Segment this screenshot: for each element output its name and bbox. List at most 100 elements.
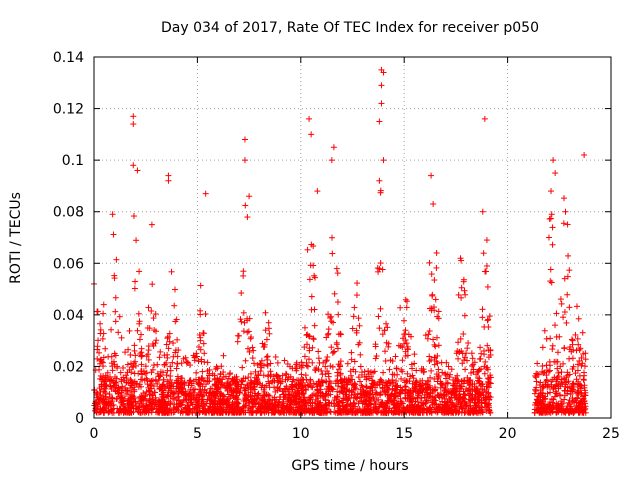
data-point	[560, 220, 567, 227]
data-point	[317, 389, 324, 396]
data-point	[303, 400, 310, 407]
data-point	[575, 315, 582, 322]
data-point	[97, 320, 104, 327]
data-point	[578, 362, 585, 369]
data-point	[572, 331, 579, 338]
data-point	[294, 377, 301, 384]
data-point	[486, 407, 493, 414]
data-point	[573, 303, 580, 310]
data-point	[569, 355, 576, 362]
data-point	[543, 362, 550, 369]
data-point	[565, 399, 572, 406]
data-point	[548, 211, 555, 218]
data-point	[539, 363, 546, 370]
data-point	[259, 340, 266, 347]
data-point	[384, 324, 391, 331]
data-point	[170, 405, 177, 412]
data-point	[357, 378, 364, 385]
data-point	[393, 399, 400, 406]
data-point	[413, 406, 420, 413]
data-point	[301, 344, 308, 351]
data-point	[377, 260, 384, 267]
data-point	[163, 393, 170, 400]
data-point	[320, 394, 327, 401]
data-point	[260, 343, 267, 350]
data-point	[348, 356, 355, 363]
data-point	[134, 167, 141, 174]
data-point	[212, 393, 219, 400]
data-point	[118, 378, 125, 385]
data-point	[314, 188, 321, 195]
data-point	[315, 366, 322, 373]
data-point	[484, 342, 491, 349]
data-point	[149, 281, 156, 288]
data-point	[124, 400, 131, 407]
data-point	[397, 343, 404, 350]
data-point	[325, 311, 332, 318]
data-point	[455, 377, 462, 384]
data-point	[152, 311, 159, 318]
x-tick-label: 5	[193, 426, 202, 442]
data-point	[328, 157, 335, 164]
data-point	[118, 334, 125, 341]
data-point	[543, 367, 550, 374]
data-point	[468, 350, 475, 357]
data-point	[315, 407, 322, 414]
data-point	[244, 394, 251, 401]
data-point	[308, 131, 315, 138]
data-point	[392, 393, 399, 400]
data-point	[131, 394, 138, 401]
data-point	[143, 409, 150, 416]
data-point	[441, 402, 448, 409]
data-point	[554, 365, 561, 372]
data-point	[448, 366, 455, 373]
data-point	[550, 157, 557, 164]
data-point	[142, 370, 149, 377]
data-point	[558, 401, 565, 408]
data-point	[310, 336, 317, 343]
data-point	[402, 352, 409, 359]
data-point	[547, 402, 554, 409]
data-point	[100, 310, 107, 317]
data-point	[402, 395, 409, 402]
data-point	[294, 388, 301, 395]
data-point	[214, 405, 221, 412]
data-point	[464, 345, 471, 352]
data-point	[164, 333, 171, 340]
data-point	[533, 378, 540, 385]
data-point	[547, 389, 554, 396]
data-point	[318, 376, 325, 383]
data-point	[152, 394, 159, 401]
data-point	[401, 340, 408, 347]
data-point	[234, 338, 241, 345]
data-point	[435, 308, 442, 315]
data-point	[459, 405, 466, 412]
data-point	[403, 304, 410, 311]
data-point	[301, 353, 308, 360]
data-point	[223, 398, 230, 405]
data-point	[197, 311, 204, 318]
data-point	[208, 394, 215, 401]
data-point	[234, 383, 241, 390]
data-point	[437, 378, 444, 385]
data-point	[470, 368, 477, 375]
data-point	[405, 331, 412, 338]
data-point	[348, 349, 355, 356]
data-point	[460, 278, 467, 285]
data-point	[165, 380, 172, 387]
data-point	[179, 399, 186, 406]
data-point	[386, 366, 393, 373]
data-point	[374, 265, 381, 272]
y-axis-label: ROTI / TECUs	[8, 192, 24, 284]
data-point	[150, 315, 157, 322]
data-point	[481, 268, 488, 275]
data-point	[461, 312, 468, 319]
data-point	[262, 309, 269, 316]
data-point	[439, 394, 446, 401]
data-point	[377, 305, 384, 312]
data-point	[216, 390, 223, 397]
data-point	[351, 304, 358, 311]
data-point	[133, 237, 140, 244]
data-point	[485, 389, 492, 396]
data-point	[264, 373, 271, 380]
